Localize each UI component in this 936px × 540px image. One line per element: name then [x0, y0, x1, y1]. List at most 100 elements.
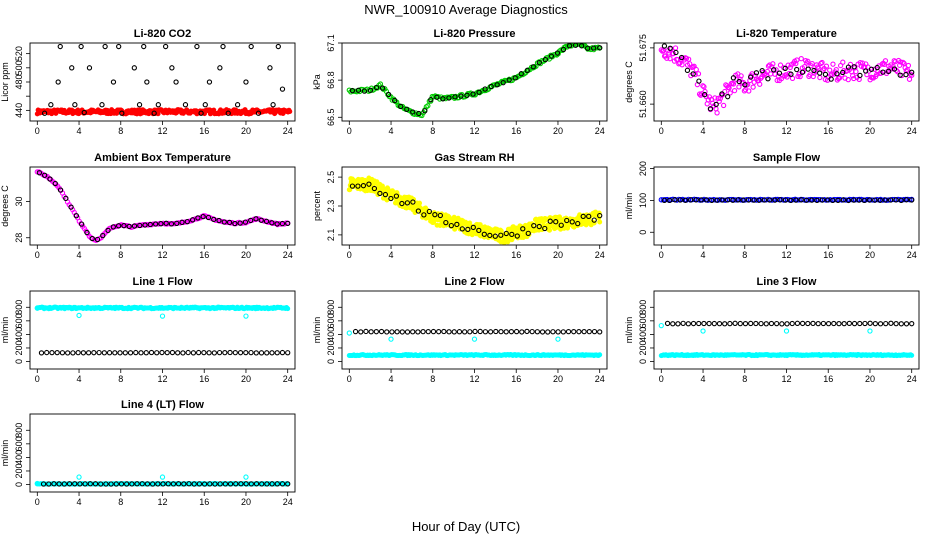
y-tick-label: 200 [14, 463, 24, 478]
data-point [680, 320, 686, 326]
data-point [700, 328, 706, 334]
data-point [748, 320, 754, 327]
panel-data [346, 175, 603, 245]
data-point [906, 76, 913, 82]
data-point [476, 227, 482, 234]
data-point [664, 55, 670, 61]
series-box-temperature-average [36, 170, 291, 243]
data-point [597, 352, 603, 358]
x-tick-label: 20 [865, 374, 875, 384]
series-pressure-average [349, 43, 603, 117]
series-co2-average [41, 43, 286, 116]
data-point [73, 213, 80, 219]
data-point [661, 197, 668, 203]
data-point [398, 103, 404, 110]
data-point [818, 60, 824, 67]
data-point [900, 59, 906, 65]
data-point [198, 110, 204, 116]
data-point [506, 77, 512, 83]
data-point [57, 187, 64, 193]
data-point [897, 72, 903, 78]
data-point [823, 63, 830, 69]
data-point [144, 481, 151, 487]
x-tick-label: 20 [241, 126, 251, 136]
data-point [461, 329, 468, 335]
panel-0: Li-820 CO2 Licor ppm 0 4 8 12 16 20 24 440 4805005… [0, 28, 296, 136]
data-point [410, 109, 416, 115]
data-point [591, 328, 598, 335]
data-point [117, 350, 123, 356]
data-point [576, 329, 582, 335]
data-point [500, 80, 506, 86]
data-point [416, 110, 422, 117]
data-point [163, 220, 169, 226]
data-point [830, 61, 836, 67]
y-tick-label: 400 [326, 327, 336, 342]
data-point [586, 213, 592, 219]
data-point [363, 328, 369, 335]
data-point [68, 204, 74, 210]
data-point [850, 73, 856, 79]
data-point [212, 481, 218, 487]
data-point [898, 197, 904, 203]
x-tick-label: 16 [511, 126, 521, 136]
data-point [168, 221, 175, 227]
data-point [436, 329, 442, 335]
data-point [835, 197, 841, 204]
data-point [856, 197, 862, 203]
x-tick-label: 20 [865, 126, 875, 136]
data-point [907, 197, 913, 203]
data-point [545, 329, 551, 335]
data-point [434, 94, 440, 100]
data-point [36, 170, 43, 176]
data-point [184, 218, 190, 225]
data-point [824, 197, 831, 203]
y-tick-label: 28 [14, 233, 24, 243]
data-point [550, 329, 556, 335]
data-point [857, 320, 863, 327]
data-point [891, 66, 898, 72]
data-point [764, 68, 771, 75]
x-tick-label: 4 [77, 126, 82, 136]
x-tick-label: 8 [118, 497, 123, 507]
x-tick-label: 12 [157, 126, 167, 136]
data-point [672, 197, 678, 203]
data-point [767, 197, 773, 203]
data-point [893, 197, 899, 203]
data-point [147, 221, 153, 228]
data-point [664, 320, 671, 327]
data-point [451, 329, 457, 335]
plot-frame [341, 42, 608, 122]
data-point [498, 232, 504, 238]
data-point [787, 64, 793, 71]
data-point [211, 216, 217, 223]
data-point [49, 349, 55, 356]
panel-6: Line 1 Flow ml/min 0 4 8 12 16 20 24 0 20040060080… [0, 276, 296, 384]
data-point [106, 350, 113, 356]
data-point [696, 320, 702, 327]
data-point [175, 481, 182, 487]
data-point [784, 321, 790, 327]
data-point [788, 197, 794, 204]
data-point [51, 481, 57, 487]
data-point [355, 87, 362, 93]
panel-2: Li-820 Temperature degrees C 0 4 8 12 16 20 24 51… [624, 28, 920, 136]
y-tick-label: 600 [14, 313, 24, 328]
data-point [154, 350, 160, 356]
data-point [232, 350, 238, 356]
data-point [519, 329, 525, 335]
data-point [237, 350, 244, 356]
series-pressure-raw [346, 43, 603, 119]
data-point [89, 235, 95, 242]
data-point [179, 219, 185, 225]
data-point [373, 84, 380, 91]
panel-1: Li-820 Pressure kPa 0 4 8 12 16 20 24 66.5 66.8 67.… [312, 28, 608, 136]
data-point [670, 50, 676, 57]
data-point [529, 328, 535, 335]
figure-title: NWR_100910 Average Diagnostics [364, 2, 568, 17]
data-point [748, 74, 754, 80]
y-tick-label: 51.675 [638, 34, 648, 62]
y-tick-label: 200 [638, 161, 648, 176]
data-point [745, 197, 752, 203]
data-point [591, 45, 597, 51]
